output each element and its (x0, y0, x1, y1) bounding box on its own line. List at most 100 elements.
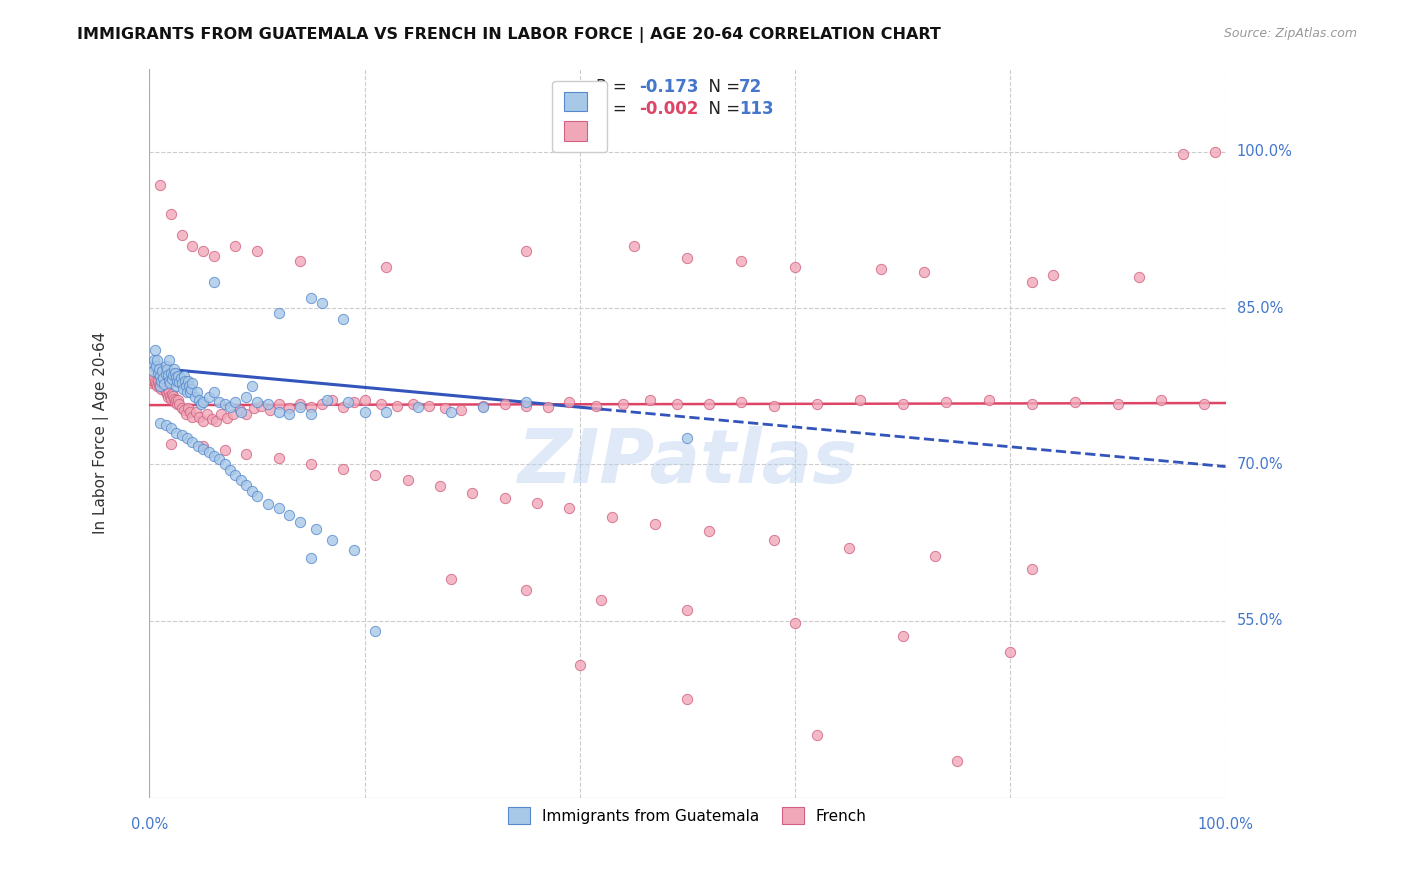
Text: 113: 113 (740, 100, 773, 118)
Point (785, 260, 807, 274)
Point (418, 399, 440, 413)
Point (229, 405, 252, 419)
Point (256, 397, 278, 411)
Point (267, 397, 290, 411)
Point (1150, 392, 1173, 407)
Point (186, 384, 208, 399)
Point (187, 392, 209, 407)
Point (623, 238, 645, 252)
Point (181, 376, 204, 391)
Point (145, 377, 167, 392)
Point (156, 368, 179, 382)
Point (924, 549, 946, 564)
Point (163, 392, 186, 406)
Point (222, 408, 245, 422)
Point (558, 395, 581, 409)
Point (224, 395, 246, 409)
Point (256, 497, 278, 511)
Point (267, 501, 290, 516)
Point (146, 353, 169, 368)
Text: -0.002: -0.002 (640, 100, 699, 118)
Point (202, 449, 225, 463)
Text: In Labor Force | Age 20-64: In Labor Force | Age 20-64 (93, 332, 108, 534)
Point (235, 408, 257, 422)
Point (1204, 145, 1226, 159)
Point (167, 368, 190, 383)
Point (155, 361, 177, 376)
Point (202, 275, 225, 289)
Point (219, 400, 242, 414)
Point (1042, 268, 1064, 282)
Point (180, 383, 202, 397)
Point (219, 463, 242, 477)
Point (762, 533, 785, 547)
Point (160, 366, 183, 380)
Point (697, 397, 720, 411)
Point (375, 260, 398, 274)
Point (146, 366, 169, 380)
Text: 70.0%: 70.0% (1237, 457, 1284, 472)
Point (159, 389, 181, 403)
Point (162, 389, 184, 403)
Point (179, 405, 201, 419)
Point (461, 485, 484, 500)
Point (150, 383, 173, 397)
Point (472, 399, 495, 413)
Point (870, 261, 893, 276)
Point (148, 361, 170, 376)
Point (211, 408, 233, 422)
Point (730, 254, 752, 268)
Point (848, 392, 870, 407)
Point (1171, 147, 1194, 161)
Point (153, 381, 176, 395)
Point (353, 392, 375, 407)
Point (396, 473, 419, 487)
Point (472, 400, 495, 414)
Point (267, 405, 290, 419)
Point (169, 397, 191, 411)
Point (267, 451, 290, 466)
Point (160, 436, 183, 450)
Point (166, 397, 188, 411)
Point (141, 376, 163, 391)
Point (150, 376, 173, 391)
Text: -0.173: -0.173 (640, 78, 699, 95)
Point (935, 395, 957, 409)
Point (173, 368, 195, 383)
Text: 100.0%: 100.0% (1198, 817, 1254, 832)
Text: 55.0%: 55.0% (1237, 614, 1284, 628)
Point (278, 401, 301, 416)
Point (321, 392, 343, 407)
Text: 72: 72 (740, 78, 762, 95)
Point (440, 572, 463, 586)
Point (160, 372, 183, 386)
Point (146, 379, 169, 393)
Point (568, 657, 591, 672)
Point (676, 251, 699, 265)
Point (288, 254, 311, 268)
Point (174, 379, 197, 393)
Point (215, 410, 238, 425)
Point (364, 624, 387, 639)
Point (515, 244, 537, 258)
Point (235, 447, 257, 461)
Point (526, 496, 548, 510)
Point (785, 615, 807, 630)
Point (142, 353, 165, 368)
Point (208, 452, 231, 467)
Point (600, 509, 623, 524)
Point (229, 403, 252, 417)
Point (149, 416, 172, 430)
Point (160, 392, 183, 406)
Point (214, 442, 236, 457)
Point (299, 291, 322, 305)
Point (150, 364, 173, 378)
Point (246, 244, 269, 258)
Point (152, 379, 174, 393)
Point (235, 478, 257, 492)
Point (515, 399, 537, 413)
Text: 100.0%: 100.0% (1237, 145, 1292, 160)
Point (176, 432, 198, 446)
Point (187, 409, 209, 424)
Point (193, 395, 215, 409)
